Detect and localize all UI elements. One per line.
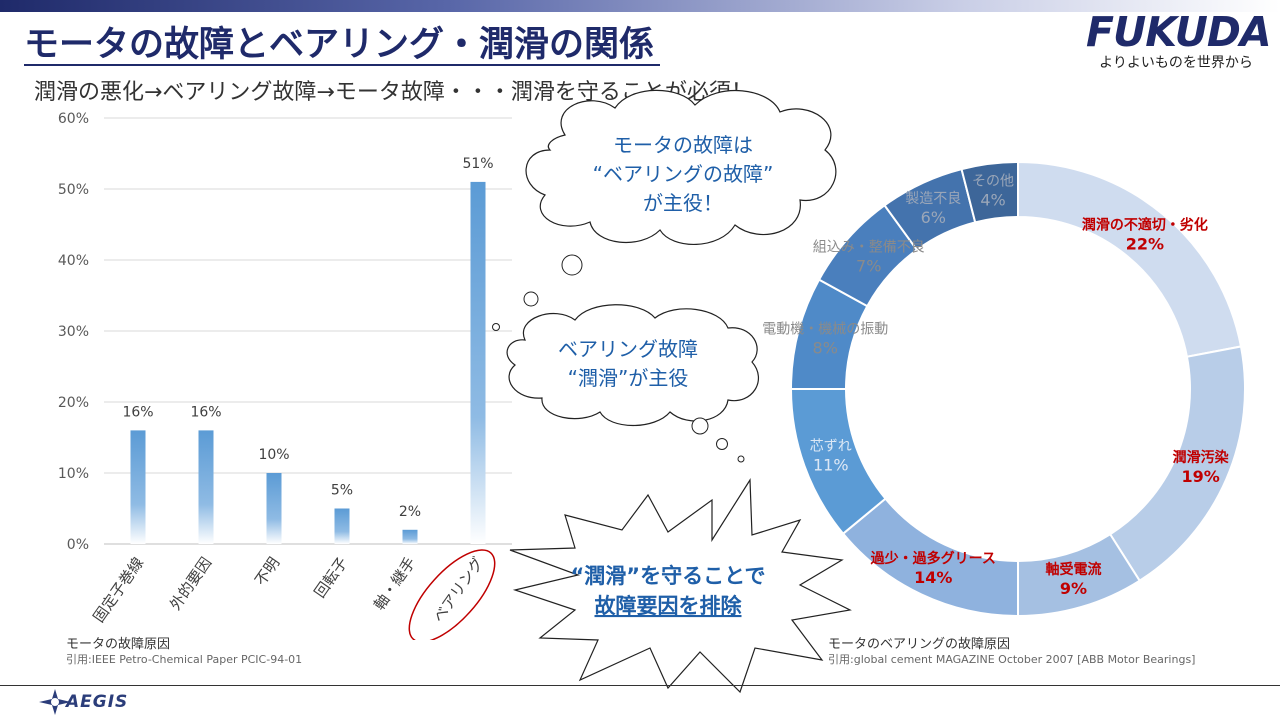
donut-slice-value: 4% [980, 191, 1005, 210]
aegis-logo: AEGIS [38, 688, 128, 716]
burst-line-1: “潤滑”を守ることで [571, 564, 766, 588]
bar-y-tick-label: 0% [67, 537, 89, 553]
donut-slice-label: その他 [972, 174, 1014, 190]
donut-slice-value: 11% [813, 455, 849, 474]
donut-slice-value: 7% [856, 256, 881, 275]
bar-chart-source: 引用:IEEE Petro-Chemical Paper PCIC-94-01 [66, 653, 303, 666]
top-accent-strip [0, 0, 1280, 12]
donut-slice-1 [1017, 160, 1243, 358]
bar-value-label: 16% [122, 404, 153, 420]
cloud-top-line-3: が主役！ [643, 191, 723, 215]
bar-value-label: 51% [462, 156, 493, 172]
bar-chart-caption: モータの故障原因 [66, 637, 171, 652]
donut-slice-value: 22% [1126, 235, 1164, 254]
page-title: モータの故障とベアリング・潤滑の関係 [24, 25, 655, 65]
donut-slice-label: 組込み・整備不良 [813, 239, 925, 255]
aegis-star-icon [39, 689, 71, 715]
logo-wordmark: FUKUDA [1086, 8, 1272, 56]
aegis-wordmark: AEGIS [66, 692, 129, 712]
donut-slice-label: 製造不良 [905, 191, 961, 207]
donut-slice-label: 過少・過多グリース [870, 550, 996, 567]
burst-callout: “潤滑”を守ることで 故障要因を排除 [509, 478, 852, 694]
cloud-callout-top: モータの故障は “ベアリングの故障” が主役！ [492, 89, 837, 331]
cloud-middle-line-1: ベアリング故障 [558, 337, 698, 361]
bar-4 [334, 508, 350, 544]
donut-slice-value: 8% [813, 339, 838, 358]
bar-3 [266, 473, 282, 544]
bar-y-tick-label: 40% [58, 253, 89, 269]
donut-slice-value: 14% [914, 568, 952, 587]
cloud-top-line-1: モータの故障は [613, 133, 753, 157]
donut-chart-caption: モータのベアリングの故障原因 [828, 637, 1011, 652]
failure-cause-bar-chart: 0%10%20%30%40%50%60% 16% 16%10%5%2%51% 固定… [58, 111, 512, 640]
bar-5 [402, 529, 418, 544]
donut-slice-label: 潤滑汚染 [1173, 449, 1230, 466]
cloud-top-line-2: “ベアリングの故障” [593, 162, 774, 186]
donut-slice-label: 電動機・機械の振動 [762, 322, 888, 338]
bearing-highlight-ellipse [408, 549, 496, 640]
cloud-middle-line-2: “潤滑”が主役 [568, 366, 689, 390]
bar-y-tick-label: 20% [58, 395, 89, 411]
title-underline [24, 64, 660, 66]
donut-slice-label: 潤滑の不適切・劣化 [1082, 217, 1208, 234]
donut-slice-value: 6% [921, 208, 946, 227]
donut-slice-value: 9% [1060, 579, 1087, 598]
bar-value-label: 10% [258, 447, 289, 463]
bar-value-label: 5% [331, 483, 353, 499]
logo-tagline: よりよいものを世界から [1099, 55, 1253, 71]
donut-slice-label: 芯ずれ [810, 438, 852, 454]
donut-slice-value: 19% [1181, 467, 1219, 486]
footer-divider [0, 685, 1280, 686]
bar-value-label: 2% [399, 504, 421, 520]
cloud-callout-middle: ベアリング故障 “潤滑”が主役 [506, 304, 759, 463]
donut-chart-source: 引用:global cement MAGAZINE October 2007 [… [828, 653, 1196, 666]
bar-6 [470, 181, 486, 544]
bar-2 [198, 430, 214, 544]
bar-1 [130, 430, 146, 544]
bar-value-label: 16% [190, 404, 221, 420]
bar-y-tick-label: 30% [58, 324, 89, 340]
burst-line-2: 故障要因を排除 [595, 594, 743, 618]
donut-slice-9 [960, 160, 1019, 224]
bar-y-tick-label: 60% [58, 111, 89, 127]
bar-y-tick-label: 50% [58, 182, 89, 198]
donut-slice-label: 軸受電流 [1046, 561, 1102, 578]
bar-y-tick-label: 10% [58, 466, 89, 482]
fukuda-logo: FUKUDA よりよいものを世界から [1086, 8, 1272, 71]
